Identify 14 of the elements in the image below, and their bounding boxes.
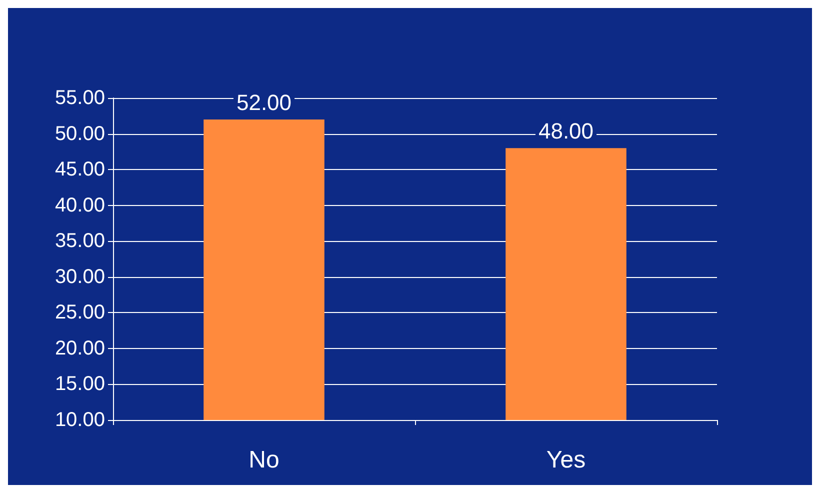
data-label: 48.00 bbox=[538, 118, 594, 144]
x-tick-label: No bbox=[248, 446, 280, 474]
y-tick-label: 30.00 bbox=[54, 266, 105, 288]
y-tick-label: 45.00 bbox=[54, 158, 105, 181]
data-label: 52.00 bbox=[236, 90, 292, 115]
y-tick-label: 50.00 bbox=[54, 122, 105, 145]
y-tick-label: 10.00 bbox=[54, 409, 105, 431]
y-tick-label: 15.00 bbox=[54, 373, 105, 396]
y-tick-label: 25.00 bbox=[54, 302, 105, 324]
y-tick-label: 20.00 bbox=[54, 337, 105, 360]
x-tick-label: Yes bbox=[546, 446, 586, 474]
y-tick-label: 35.00 bbox=[54, 230, 105, 252]
y-tick-label: 55.00 bbox=[54, 87, 105, 109]
y-tick-label: 40.00 bbox=[54, 194, 105, 216]
